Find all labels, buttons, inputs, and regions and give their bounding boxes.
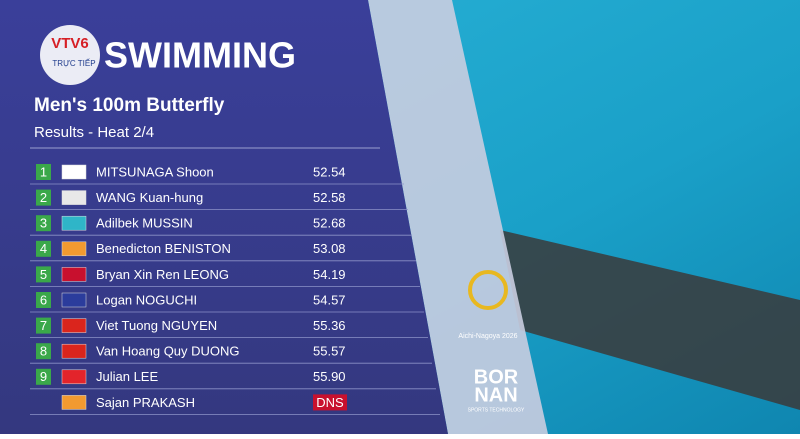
rank-box — [36, 292, 51, 308]
panel — [0, 0, 448, 434]
flag — [61, 241, 87, 257]
event: Men's 100m Butterfly — [34, 95, 225, 116]
time: DNS — [316, 395, 344, 410]
flag — [61, 215, 87, 231]
athlete-name: Viet Tuong NGUYEN — [96, 318, 217, 333]
rank: 9 — [40, 369, 47, 384]
rank-box — [36, 164, 51, 180]
time: 54.19 — [313, 267, 346, 282]
rank-box — [36, 317, 51, 334]
channel: VTV6 — [51, 35, 89, 52]
sponsor-bottom: NAN — [474, 384, 517, 406]
rank: 3 — [40, 216, 47, 231]
rank-box — [36, 368, 51, 385]
time: 55.57 — [313, 344, 346, 359]
athlete-name: Bryan Xin Ren LEONG — [96, 267, 229, 282]
time: 55.36 — [313, 318, 346, 333]
athlete-name: Sajan PRAKASH — [96, 395, 195, 410]
athlete-name: Adilbek MUSSIN — [96, 216, 193, 231]
flag — [61, 343, 87, 359]
rank-box — [36, 343, 51, 360]
time: 52.68 — [313, 216, 346, 231]
sport: SWIMMING — [104, 35, 296, 76]
athlete-name: WANG Kuan-hung — [96, 190, 203, 205]
athlete-name: Benedicton BENISTON — [96, 241, 231, 256]
athlete-name: Logan NOGUCHI — [96, 292, 197, 307]
rank: 5 — [40, 267, 47, 282]
lane-rope — [500, 230, 800, 410]
rank-box — [36, 266, 51, 283]
rank: 4 — [40, 241, 47, 256]
flag — [61, 395, 87, 410]
athlete-name: Julian LEE — [96, 369, 158, 384]
rank: 7 — [40, 318, 47, 333]
time: 52.58 — [313, 190, 346, 205]
time: 55.90 — [313, 369, 346, 384]
subtitle: Results - Heat 2/4 — [34, 124, 154, 141]
sponsor-tag: SPORTS TECHNOLOGY — [468, 407, 525, 413]
flag — [61, 369, 87, 385]
time: 52.54 — [313, 164, 346, 179]
flag — [61, 267, 87, 282]
games-emblem — [468, 270, 508, 310]
rank: 2 — [40, 190, 47, 205]
rank: 1 — [40, 164, 47, 179]
athlete-name: Van Hoang Quy DUONG — [96, 344, 240, 359]
rank-box — [36, 215, 51, 232]
games-name: Aichi-Nagoya 2026 — [458, 333, 517, 340]
rank-box — [36, 240, 51, 257]
rank-box — [36, 189, 51, 206]
time: 53.08 — [313, 241, 346, 256]
sponsor-top: BOR — [474, 366, 519, 388]
flag — [61, 190, 87, 205]
stripe — [368, 0, 548, 434]
rank: 8 — [40, 344, 47, 359]
flag — [61, 318, 87, 333]
time: 54.57 — [313, 292, 346, 307]
flag — [61, 164, 87, 180]
flag — [61, 292, 87, 308]
athlete-name: MITSUNAGA Shoon — [96, 164, 214, 179]
live: TRỰC TIẾP — [52, 58, 95, 68]
status-box — [313, 394, 347, 411]
logo-circle — [40, 25, 100, 85]
rank: 6 — [40, 292, 47, 307]
